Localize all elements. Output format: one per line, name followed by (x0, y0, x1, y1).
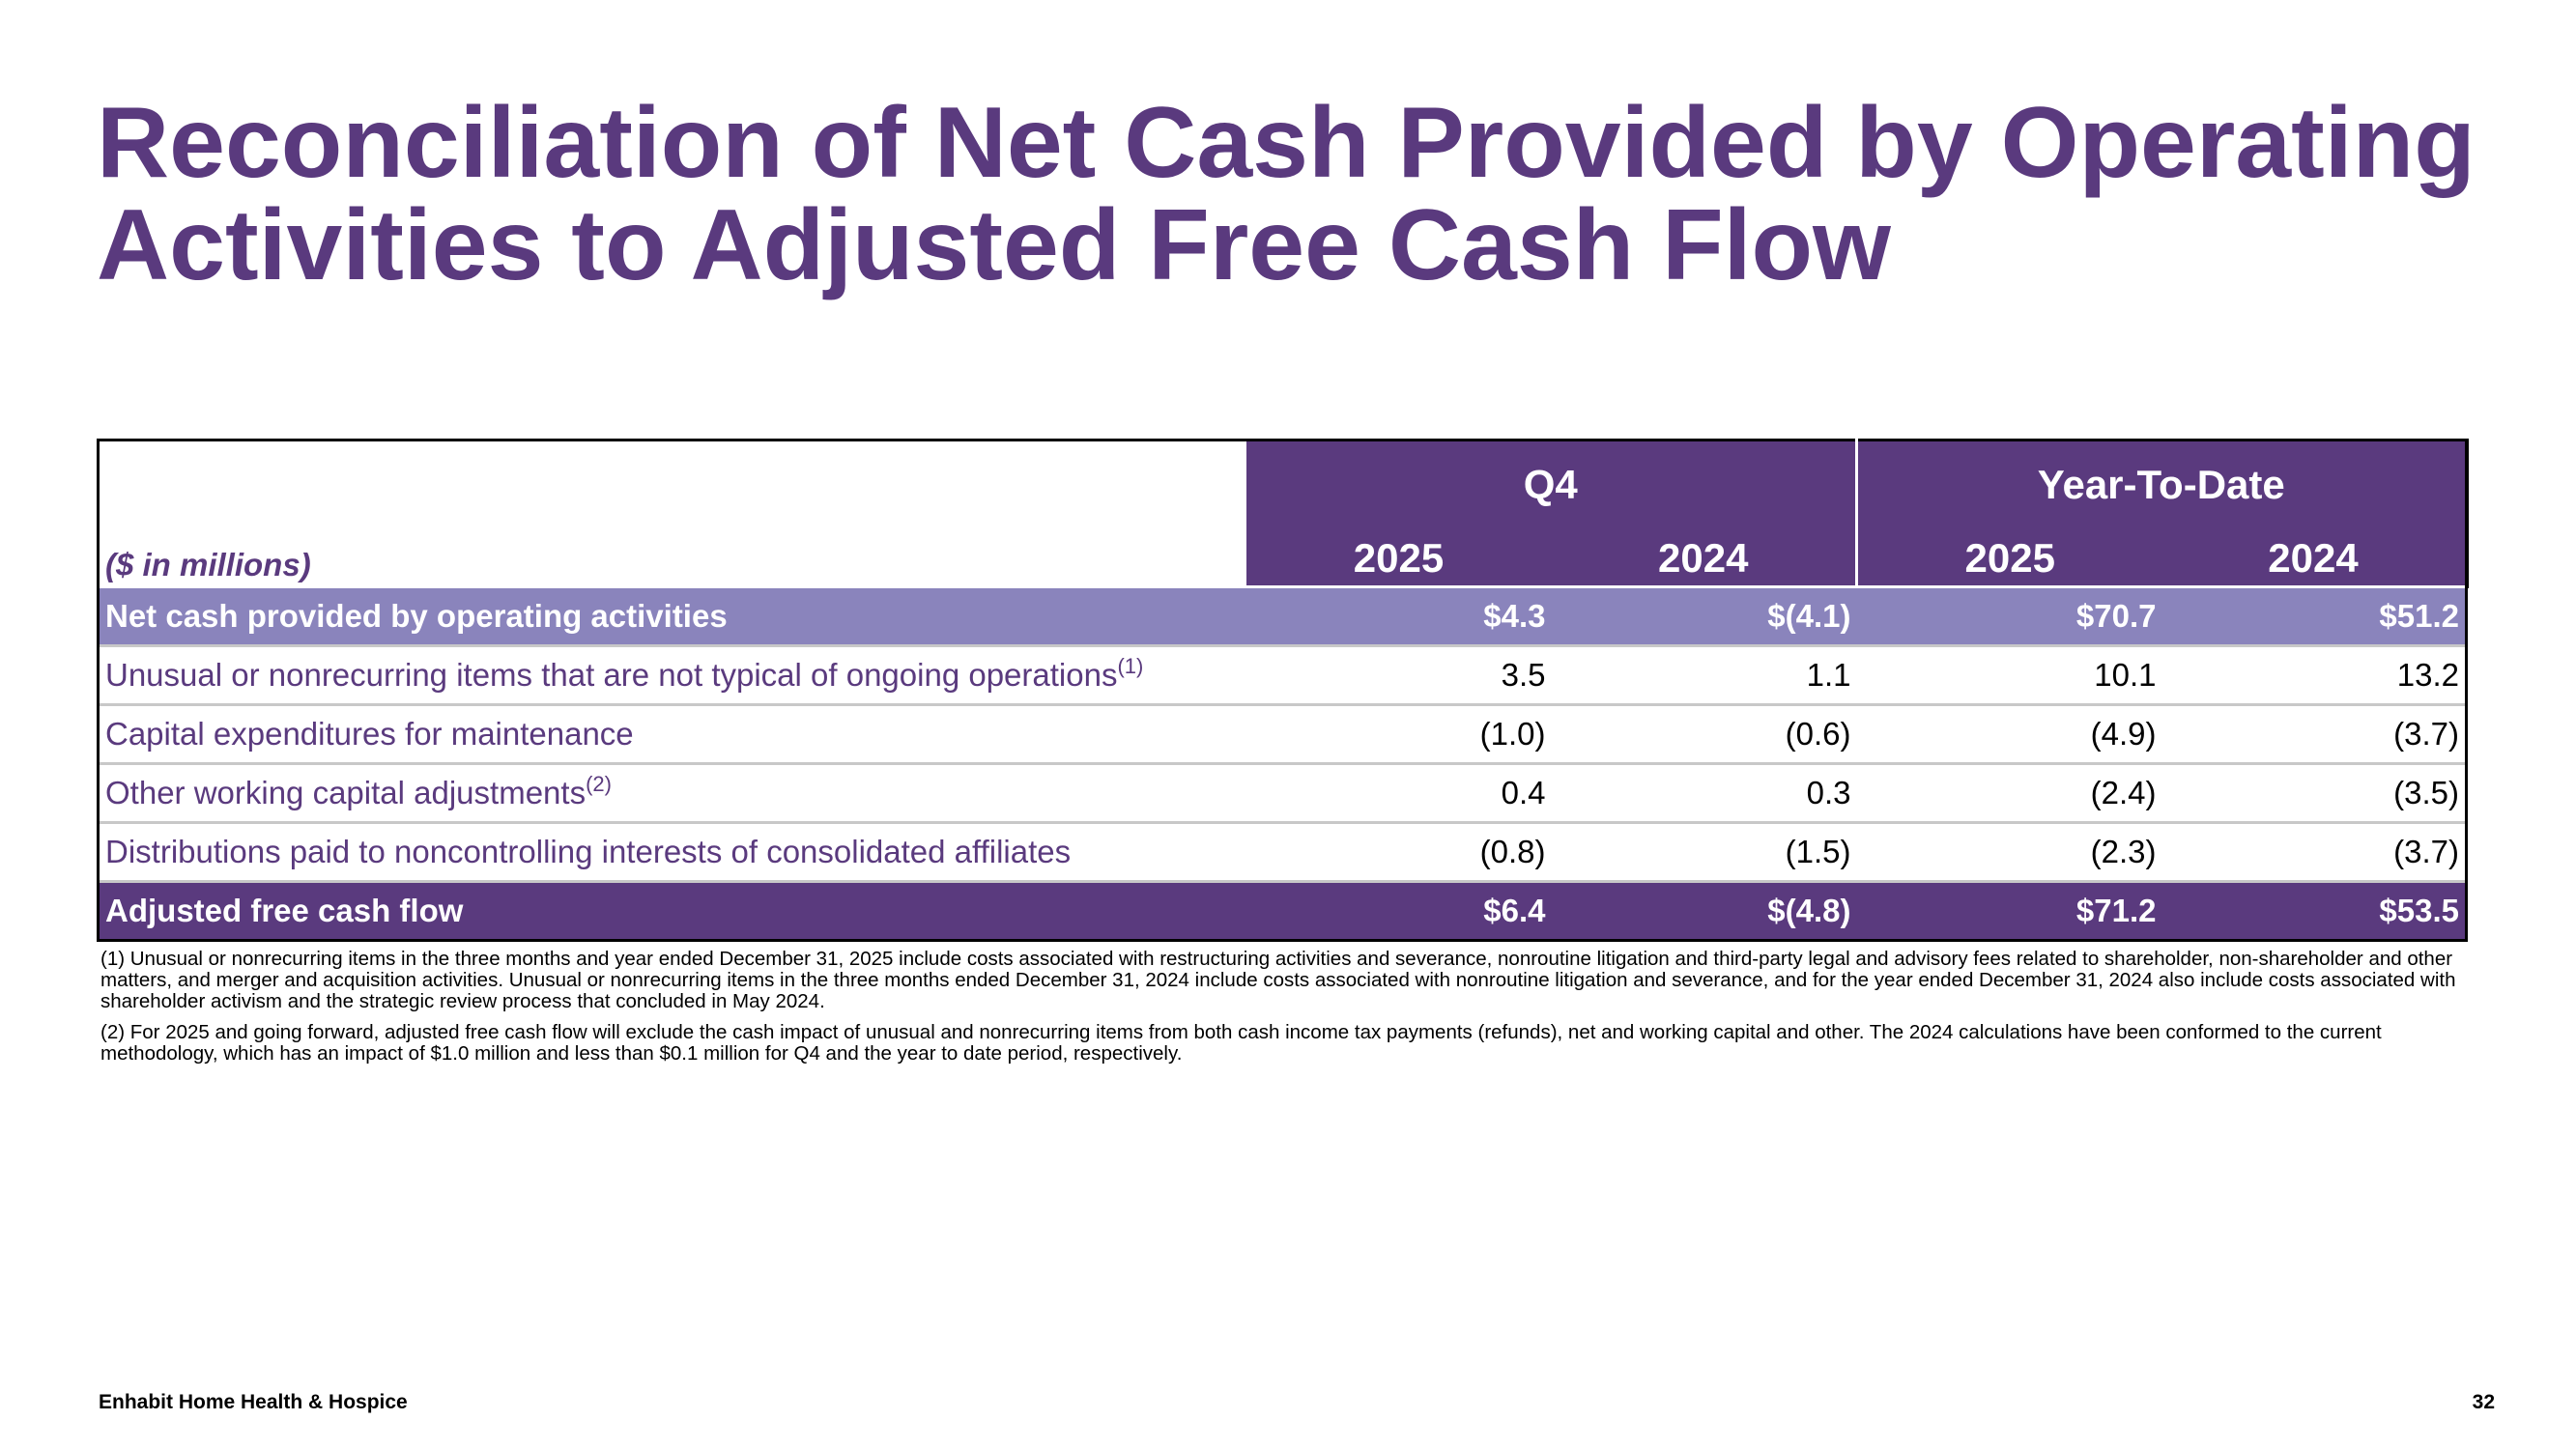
cell-q4-2025: $4.3 (1245, 585, 1552, 646)
row-label-text: Capital expenditures for maintenance (105, 716, 634, 752)
row-label-text: Adjusted free cash flow (105, 893, 464, 928)
cell-ytd-2025: (4.9) (1856, 703, 2162, 764)
row-label-text: Other working capital adjustments (105, 775, 587, 810)
cell-ytd-2024: $53.5 (2161, 880, 2468, 942)
cell-q4-2025: (1.0) (1245, 703, 1552, 764)
footnote-1: (1) Unusual or nonrecurring items in the… (100, 948, 2456, 1012)
page-title: Reconciliation of Net Cash Provided by O… (97, 92, 2512, 297)
table-row-adjusted-fcf: Adjusted free cash flow $6.4 $(4.8) $71.… (97, 880, 2468, 942)
cell-ytd-2024: 13.2 (2161, 644, 2468, 705)
cell-q4-2024: 1.1 (1551, 644, 1857, 705)
table-row-distributions: Distributions paid to noncontrolling int… (97, 821, 2468, 882)
year-header-ytd-2024: 2024 (2161, 519, 2469, 587)
cell-ytd-2025: 10.1 (1856, 644, 2162, 705)
cell-q4-2025: 0.4 (1245, 762, 1552, 823)
row-label: Distributions paid to noncontrolling int… (97, 821, 1246, 882)
page-title-line-1: Reconciliation of Net Cash Provided by O… (97, 87, 2476, 199)
cell-q4-2024: $(4.1) (1551, 585, 1857, 646)
footnote-2: (2) For 2025 and going forward, adjusted… (100, 1021, 2382, 1065)
footer-page-number: 32 (2472, 1391, 2495, 1413)
row-label-text: Distributions paid to noncontrolling int… (105, 834, 1072, 869)
row-label: Other working capital adjustments(2) (97, 762, 1246, 823)
row-label: Unusual or nonrecurring items that are n… (97, 644, 1246, 705)
row-label-text: Net cash provided by operating activitie… (105, 598, 728, 634)
row-label-text: Unusual or nonrecurring items that are n… (105, 657, 1118, 693)
cell-q4-2025: (0.8) (1245, 821, 1552, 882)
table-year-header-row: ($ in millions) 2025 2024 2025 2024 (97, 519, 2469, 587)
cell-ytd-2025: $71.2 (1856, 880, 2162, 942)
cell-ytd-2024: (3.7) (2161, 821, 2468, 882)
cell-ytd-2025: (2.3) (1856, 821, 2162, 882)
year-header-ytd-2025: 2025 (1856, 519, 2162, 587)
reconciliation-table: Q4 Year-To-Date ($ in millions) 2025 202… (97, 439, 2469, 942)
cell-ytd-2025: (2.4) (1856, 762, 2162, 823)
cell-q4-2024: (0.6) (1551, 703, 1857, 764)
cell-ytd-2024: (3.5) (2161, 762, 2468, 823)
footer-company-name: Enhabit Home Health & Hospice (99, 1391, 408, 1413)
year-header-q4-2024: 2024 (1551, 519, 1858, 587)
row-label: Capital expenditures for maintenance (97, 703, 1246, 764)
row-label: Adjusted free cash flow (97, 880, 1246, 942)
cell-ytd-2024: $51.2 (2161, 585, 2468, 646)
table-row-working-capital: Other working capital adjustments(2) 0.4… (97, 762, 2468, 823)
table-group-header-row: Q4 Year-To-Date (97, 439, 2469, 520)
header-blank-cell (97, 439, 1246, 520)
units-label: ($ in millions) (97, 519, 1246, 587)
cell-q4-2024: $(4.8) (1551, 880, 1857, 942)
cell-ytd-2025: $70.7 (1856, 585, 2162, 646)
table-row-capex: Capital expenditures for maintenance (1.… (97, 703, 2468, 764)
cell-ytd-2024: (3.7) (2161, 703, 2468, 764)
cell-q4-2025: $6.4 (1245, 880, 1552, 942)
footnote-ref-1: (1) (1117, 654, 1144, 678)
year-header-q4-2025: 2025 (1245, 519, 1552, 587)
table-row-net-cash: Net cash provided by operating activitie… (97, 585, 2468, 646)
page-title-line-2: Activities to Adjusted Free Cash Flow (97, 189, 1891, 301)
group-header-q4: Q4 (1245, 439, 1858, 520)
footnotes: (1) Unusual or nonrecurring items in the… (100, 949, 2468, 1074)
cell-q4-2024: 0.3 (1551, 762, 1857, 823)
group-header-ytd: Year-To-Date (1856, 439, 2469, 520)
footnote-ref-2: (2) (586, 772, 612, 796)
table-row-unusual-items: Unusual or nonrecurring items that are n… (97, 644, 2468, 705)
cell-q4-2024: (1.5) (1551, 821, 1857, 882)
cell-q4-2025: 3.5 (1245, 644, 1552, 705)
row-label: Net cash provided by operating activitie… (97, 585, 1246, 646)
